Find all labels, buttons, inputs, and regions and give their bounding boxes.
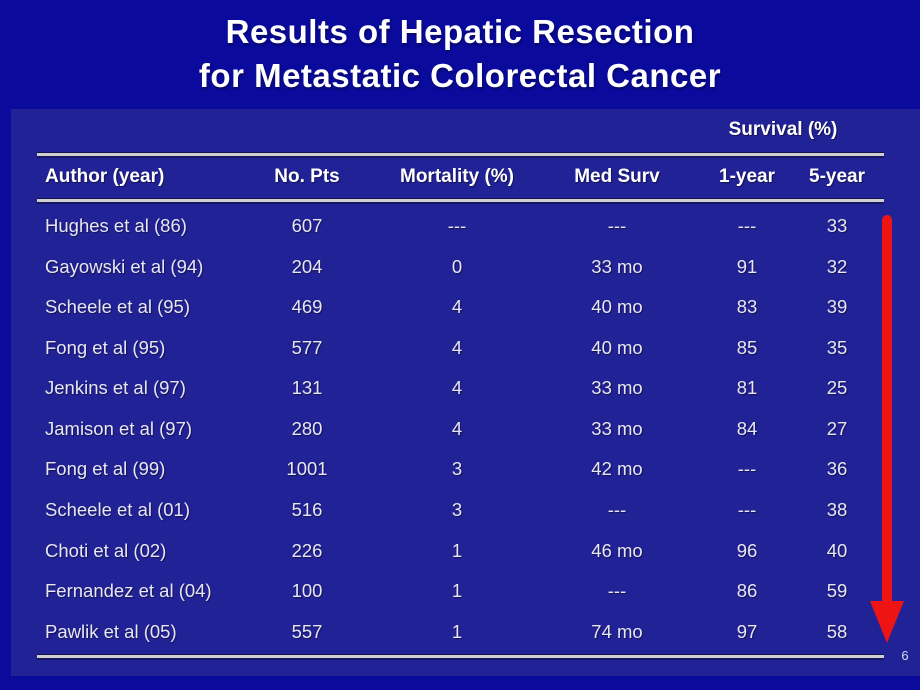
value-cell: 516 [291, 498, 323, 520]
value-cell: 38 [826, 498, 848, 520]
value-cell: 27 [826, 417, 848, 439]
table-row: Jamison et al (97) 280 4 33 mo 84 27 [37, 409, 884, 449]
value-cell: --- [447, 215, 467, 237]
value-cell: --- [737, 498, 757, 520]
author-cell: Jenkins et al (97) [45, 377, 186, 399]
value-cell: 86 [736, 580, 758, 602]
value-cell: 1 [451, 580, 463, 602]
value-cell: 33 [826, 215, 848, 237]
value-cell: 39 [826, 296, 848, 318]
column-header-med-surv: Med Surv [574, 166, 660, 187]
value-cell: --- [607, 580, 627, 602]
bottom-divider [37, 655, 884, 658]
value-cell: 46 mo [591, 539, 643, 561]
value-cell: 58 [826, 620, 848, 642]
table-header-row: Author (year) No. Pts Mortality (%) Med Sur… [37, 163, 884, 191]
column-header-no-pts: No. Pts [274, 166, 340, 187]
value-cell: 40 [826, 539, 848, 561]
value-cell: 607 [291, 215, 323, 237]
value-cell: 97 [736, 620, 758, 642]
value-cell: 85 [736, 336, 758, 358]
value-cell: 84 [736, 417, 758, 439]
page-number: 6 [901, 648, 909, 663]
value-cell: 83 [736, 296, 758, 318]
value-cell: --- [737, 458, 757, 480]
table-row: Hughes et al (86) 607 --- --- --- 33 [37, 206, 884, 246]
arrow-head-icon [870, 601, 904, 643]
value-cell: 280 [291, 417, 323, 439]
value-cell: 36 [826, 458, 848, 480]
table-row: Scheele et al (01) 516 3 --- --- 38 [37, 490, 884, 530]
table-row: Gayowski et al (94) 204 0 33 mo 91 32 [37, 247, 884, 287]
value-cell: 4 [451, 417, 463, 439]
table-row: Fernandez et al (04) 100 1 --- 86 59 [37, 571, 884, 611]
value-cell: --- [607, 215, 627, 237]
survival-group-header: Survival (%) [728, 119, 838, 140]
header-divider [37, 199, 884, 202]
value-cell: 4 [451, 336, 463, 358]
value-cell: 33 mo [591, 417, 643, 439]
top-divider [37, 153, 884, 156]
author-cell: Choti et al (02) [45, 539, 167, 561]
value-cell: 33 mo [591, 377, 643, 399]
table-row: Fong et al (95) 577 4 40 mo 85 35 [37, 328, 884, 368]
value-cell: 226 [291, 539, 323, 561]
column-header-author-year: Author (year) [45, 166, 165, 187]
slide-title: Results of Hepatic Resection for Metasta… [0, 10, 920, 98]
table-row: Pawlik et al (05) 557 1 74 mo 97 58 [37, 611, 884, 651]
value-cell: 3 [451, 498, 463, 520]
value-cell: 100 [291, 580, 323, 602]
value-cell: 4 [451, 377, 463, 399]
value-cell: 1 [451, 539, 463, 561]
author-cell: Hughes et al (86) [45, 215, 187, 237]
value-cell: 577 [291, 336, 323, 358]
table-row: Choti et al (02) 226 1 46 mo 96 40 [37, 530, 884, 570]
author-cell: Fong et al (99) [45, 458, 166, 480]
value-cell: 35 [826, 336, 848, 358]
value-cell: 96 [736, 539, 758, 561]
value-cell: 42 mo [591, 458, 643, 480]
table-row: Scheele et al (95) 469 4 40 mo 83 39 [37, 287, 884, 327]
column-header-5-year: 5-year [809, 166, 865, 187]
value-cell: 32 [826, 255, 848, 277]
value-cell: 0 [451, 255, 463, 277]
author-cell: Jamison et al (97) [45, 417, 193, 439]
column-header-mortality: Mortality (%) [400, 166, 514, 187]
results-table-panel: Survival (%) Author (year) No. Pts Mortali… [11, 109, 920, 676]
author-cell: Fong et al (95) [45, 336, 166, 358]
value-cell: 1001 [286, 458, 328, 480]
value-cell: 557 [291, 620, 323, 642]
value-cell: 1 [451, 620, 463, 642]
value-cell: 74 mo [591, 620, 643, 642]
author-cell: Fernandez et al (04) [45, 580, 212, 602]
value-cell: 40 mo [591, 296, 643, 318]
value-cell: 59 [826, 580, 848, 602]
column-header-1-year: 1-year [719, 166, 775, 187]
value-cell: --- [737, 215, 757, 237]
value-cell: 25 [826, 377, 848, 399]
value-cell: 4 [451, 296, 463, 318]
value-cell: 3 [451, 458, 463, 480]
value-cell: 40 mo [591, 336, 643, 358]
author-cell: Scheele et al (95) [45, 296, 191, 318]
table-row: Jenkins et al (97) 131 4 33 mo 81 25 [37, 368, 884, 408]
arrow-shaft [882, 215, 892, 605]
author-cell: Pawlik et al (05) [45, 620, 177, 642]
value-cell: 204 [291, 255, 323, 277]
value-cell: --- [607, 498, 627, 520]
value-cell: 33 mo [591, 255, 643, 277]
table-body: Hughes et al (86) 607 --- --- --- 33 Gayowski … [37, 206, 884, 652]
title-line-2: for Metastatic Colorectal Cancer [198, 57, 722, 94]
title-line-1: Results of Hepatic Resection [225, 13, 695, 50]
value-cell: 91 [736, 255, 758, 277]
value-cell: 469 [291, 296, 323, 318]
author-cell: Scheele et al (01) [45, 498, 191, 520]
value-cell: 131 [291, 377, 323, 399]
author-cell: Gayowski et al (94) [45, 255, 204, 277]
value-cell: 81 [736, 377, 758, 399]
table-row: Fong et al (99) 1001 3 42 mo --- 36 [37, 449, 884, 489]
